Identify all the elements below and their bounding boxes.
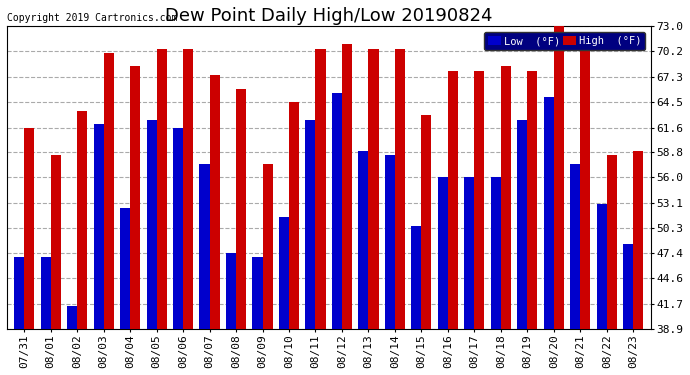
Bar [146, 120, 157, 329]
Bar [633, 151, 643, 329]
Bar [342, 44, 352, 329]
Bar [183, 49, 193, 329]
Bar [501, 66, 511, 329]
Bar [253, 257, 262, 329]
Bar [210, 75, 219, 329]
Bar [544, 98, 554, 329]
Bar [411, 226, 422, 329]
Bar [199, 164, 210, 329]
Bar [438, 177, 448, 329]
Bar [368, 49, 379, 329]
Bar [358, 151, 368, 329]
Legend: Low  (°F), High  (°F): Low (°F), High (°F) [484, 32, 645, 50]
Bar [315, 49, 326, 329]
Bar [104, 53, 114, 329]
Bar [623, 244, 633, 329]
Bar [173, 128, 183, 329]
Bar [226, 252, 236, 329]
Bar [157, 49, 167, 329]
Bar [262, 164, 273, 329]
Bar [464, 177, 475, 329]
Bar [77, 111, 87, 329]
Bar [518, 120, 527, 329]
Bar [332, 93, 342, 329]
Text: Copyright 2019 Cartronics.com: Copyright 2019 Cartronics.com [7, 13, 177, 24]
Bar [395, 49, 405, 329]
Bar [67, 306, 77, 329]
Bar [289, 102, 299, 329]
Bar [580, 49, 591, 329]
Bar [491, 177, 501, 329]
Bar [475, 71, 484, 329]
Bar [448, 71, 458, 329]
Bar [236, 88, 246, 329]
Bar [279, 217, 289, 329]
Bar [24, 128, 34, 329]
Bar [41, 257, 50, 329]
Bar [94, 124, 104, 329]
Bar [130, 66, 140, 329]
Bar [597, 204, 607, 329]
Bar [306, 120, 315, 329]
Bar [422, 115, 431, 329]
Bar [607, 155, 617, 329]
Bar [554, 27, 564, 329]
Bar [120, 208, 130, 329]
Bar [570, 164, 580, 329]
Bar [14, 257, 24, 329]
Bar [385, 155, 395, 329]
Bar [50, 155, 61, 329]
Bar [527, 71, 538, 329]
Title: Dew Point Daily High/Low 20190824: Dew Point Daily High/Low 20190824 [165, 7, 493, 25]
